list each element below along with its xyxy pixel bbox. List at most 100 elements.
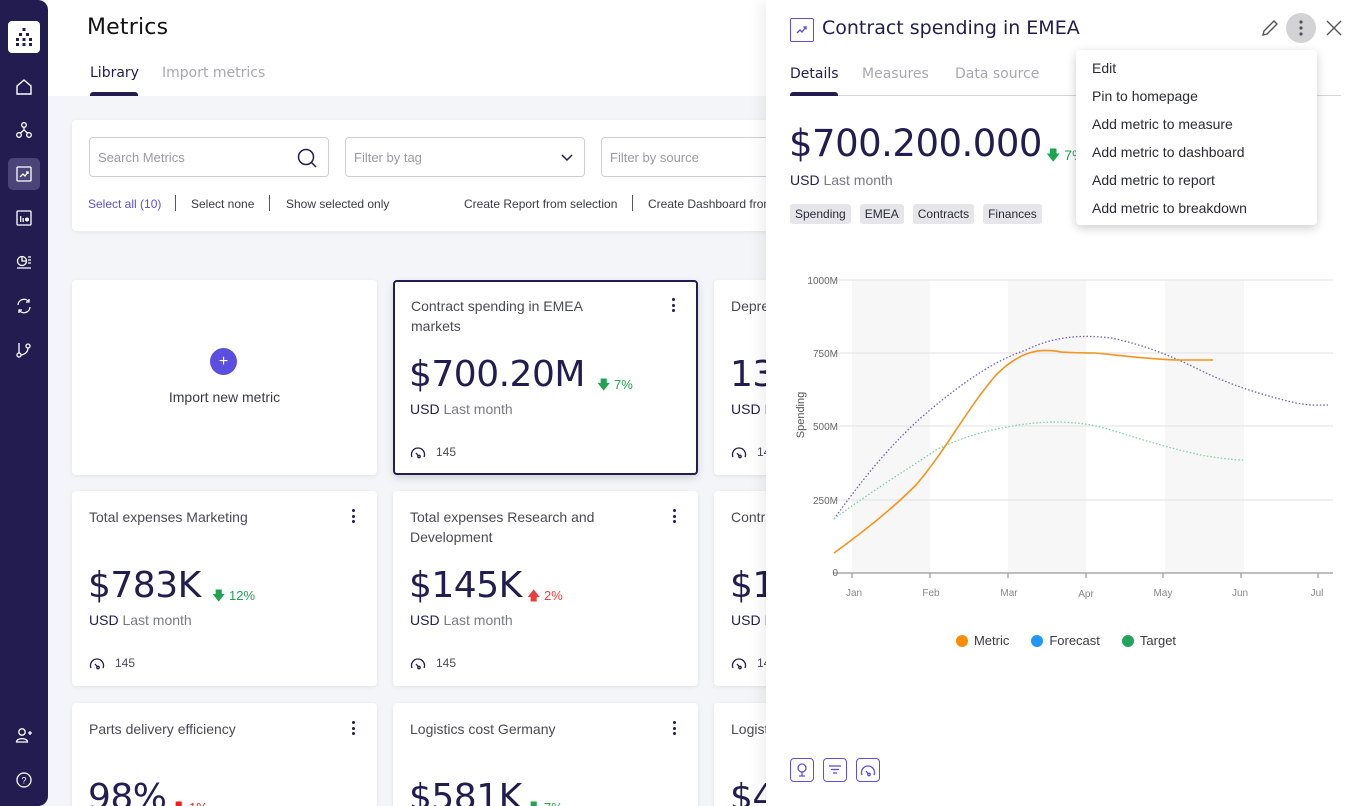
pencil-icon	[1262, 20, 1278, 36]
help-icon: ?	[16, 772, 32, 788]
tag-filter-select[interactable]: Filter by tag	[345, 137, 585, 177]
more-options-button[interactable]	[347, 507, 359, 525]
x-axis	[833, 572, 1333, 578]
tab-import-metrics[interactable]: Import metrics	[162, 65, 266, 81]
sidebar-item-add-user[interactable]	[8, 719, 40, 751]
menu-item-add-to-dashboard[interactable]: Add metric to dashboard	[1092, 144, 1245, 160]
search-icon[interactable]	[296, 147, 318, 169]
sidebar-item-help[interactable]: ?	[8, 764, 40, 796]
metric-card[interactable]: Total expenses Research and Development …	[393, 491, 698, 686]
import-plus-button[interactable]: +	[210, 348, 237, 375]
tab-data-source[interactable]: Data source	[955, 66, 1040, 82]
tag[interactable]: Finances	[983, 204, 1042, 224]
active-tab-indicator	[790, 92, 838, 96]
tag-list: Spending EMEA Contracts Finances	[790, 204, 1042, 224]
search-input[interactable]: Search Metrics	[89, 137, 329, 177]
svg-text:0: 0	[832, 568, 838, 579]
gridlines	[833, 279, 1333, 501]
menu-item-add-to-report[interactable]: Add metric to report	[1092, 172, 1215, 188]
kebab-dot	[351, 509, 355, 512]
select-all-link[interactable]: Select all (10)	[88, 197, 162, 211]
add-user-icon	[15, 728, 32, 743]
metric-series	[833, 349, 1213, 554]
menu-item-pin-to-homepage[interactable]: Pin to homepage	[1092, 88, 1198, 104]
legend-item-metric[interactable]: Metric	[955, 633, 1010, 648]
create-report-link[interactable]: Create Report from selection	[464, 197, 618, 211]
filter-button[interactable]	[823, 758, 847, 782]
sidebar-item-home[interactable]	[8, 71, 40, 103]
divider	[632, 195, 633, 211]
insights-button[interactable]	[790, 758, 814, 782]
tab-measures[interactable]: Measures	[862, 66, 929, 82]
menu-item-add-to-measure[interactable]: Add metric to measure	[1092, 116, 1233, 132]
x-axis-labels: Jan Feb Mar Apr May Jun Jul	[846, 588, 1323, 600]
tag[interactable]: Contracts	[912, 204, 975, 224]
period-label: Last month	[443, 401, 513, 417]
kebab-dot	[672, 726, 676, 730]
svg-text:Feb: Feb	[922, 588, 940, 599]
close-button[interactable]	[1319, 13, 1349, 43]
sidebar-item-network[interactable]	[8, 114, 40, 146]
import-metric-card[interactable]: + Import new metric	[72, 280, 377, 475]
kebab-dot	[671, 309, 675, 312]
tag[interactable]: Spending	[790, 204, 851, 224]
legend-dot	[1121, 634, 1134, 647]
sidebar-item-metrics[interactable]	[8, 158, 40, 190]
spending-line-chart: 1000M 750M 500M 250M 0 Spending Jan Feb …	[795, 276, 1333, 600]
metric-title: Parts delivery efficiency	[89, 721, 236, 737]
show-selected-link[interactable]: Show selected only	[286, 197, 390, 211]
metric-title: Total expenses Research and Development	[410, 509, 595, 545]
close-icon	[1326, 20, 1342, 36]
menu-item-edit[interactable]: Edit	[1092, 60, 1117, 76]
trend-value: 1%	[189, 800, 208, 806]
kebab-dot	[351, 721, 355, 724]
sidebar-item-dashboards[interactable]	[8, 202, 40, 234]
legend-dot	[1031, 634, 1044, 647]
more-options-button[interactable]	[667, 296, 679, 314]
app-logo[interactable]	[8, 21, 40, 53]
metric-card[interactable]: Contract spending in EMEA markets $700.2…	[393, 280, 698, 475]
metric-title: Total expenses Marketing	[89, 509, 248, 525]
tab-details[interactable]: Details	[790, 66, 839, 82]
more-options-menu: Edit Pin to homepage Add metric to measu…	[1076, 50, 1317, 225]
gauge-icon	[89, 658, 105, 670]
trend-badge: 🡅 2%	[527, 587, 563, 609]
sidebar-item-workflow[interactable]	[8, 334, 40, 366]
metric-unit: USD Last month	[790, 172, 893, 188]
menu-item-add-to-breakdown[interactable]: Add metric to breakdown	[1092, 200, 1247, 216]
metric-card[interactable]: Total expenses Marketing $783K 🡇 12% USD…	[72, 491, 377, 686]
measures-count: 145	[410, 656, 456, 670]
unit-label: USD	[790, 172, 820, 188]
gauge-icon	[410, 658, 426, 670]
sidebar-item-reports[interactable]	[8, 246, 40, 278]
trend-value: 2%	[544, 588, 563, 603]
legend-item-forecast[interactable]: Forecast	[1031, 633, 1100, 648]
more-options-button[interactable]	[668, 507, 680, 525]
legend-item-target[interactable]: Target	[1121, 633, 1176, 648]
arrow-down-icon: 🡇	[527, 800, 540, 806]
branch-icon	[16, 343, 31, 358]
arrow-down-icon: 🡇	[212, 588, 226, 603]
more-options-button[interactable]	[347, 719, 359, 737]
more-options-button[interactable]	[668, 719, 680, 737]
select-none-link[interactable]: Select none	[191, 197, 255, 211]
gauge-button[interactable]	[856, 758, 880, 782]
kebab-dot	[672, 520, 676, 523]
metric-card[interactable]: Logistics cost Germany $581K 🡇 7%	[393, 703, 698, 806]
legend-label: Forecast	[1049, 633, 1100, 648]
unit-label: USD	[89, 612, 119, 628]
edit-button[interactable]	[1255, 13, 1285, 43]
legend-label: Metric	[973, 633, 1010, 648]
tab-library[interactable]: Library	[90, 65, 139, 81]
chevron-down-icon	[561, 154, 573, 162]
trend-chart-icon	[16, 166, 32, 182]
forecast-series	[833, 335, 1329, 520]
kebab-dot	[351, 514, 355, 518]
trend-value: 12%	[229, 588, 256, 603]
gauge-icon	[731, 658, 747, 670]
unit-label: USD	[410, 612, 440, 628]
metric-card[interactable]: Parts delivery efficiency 98% 🡇 1%	[72, 703, 377, 806]
sidebar-item-sync[interactable]	[8, 290, 40, 322]
more-options-button[interactable]	[1286, 13, 1316, 43]
tag[interactable]: EMEA	[859, 204, 904, 224]
